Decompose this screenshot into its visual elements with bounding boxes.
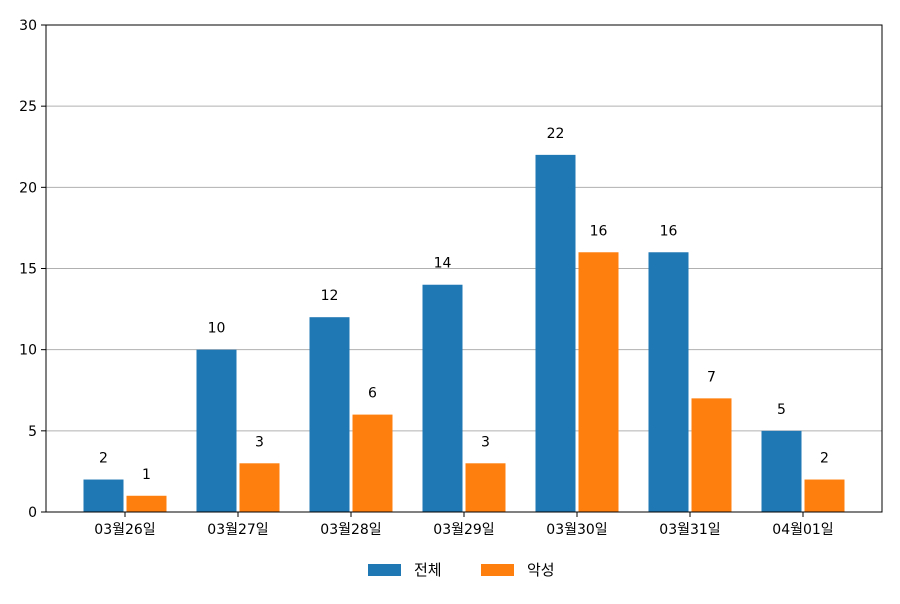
bar-malicious (126, 495, 167, 512)
data-label: 3 (255, 434, 264, 450)
legend-label: 전체 (414, 561, 442, 579)
y-tick-label: 15 (19, 262, 37, 278)
y-tick-label: 25 (19, 99, 37, 115)
x-tick-label: 03월27일 (207, 522, 268, 538)
x-axis: 03월26일 03월27일 03월28일 03월29일 03월30일 03월31일 04월0… (94, 512, 834, 538)
bar-malicious (465, 463, 506, 512)
bar-total (83, 479, 124, 512)
y-axis: 0 5 10 15 20 25 30 (19, 18, 46, 521)
y-tick-label: 20 (19, 180, 37, 196)
bar-malicious (239, 463, 280, 512)
data-label: 2 (820, 451, 829, 467)
x-tick-label: 04월01일 (772, 522, 833, 538)
data-label: 22 (547, 126, 565, 142)
bar-total (309, 317, 350, 512)
legend: 전체 악성 (368, 561, 555, 579)
x-tick-label: 03월31일 (659, 522, 720, 538)
bar-malicious (804, 479, 845, 512)
bar-malicious (578, 252, 619, 512)
data-label: 10 (208, 321, 226, 337)
bar-malicious (352, 414, 393, 512)
data-label: 12 (321, 288, 339, 304)
data-label: 7 (707, 369, 716, 385)
y-tick-label: 30 (19, 18, 37, 34)
data-label: 16 (660, 223, 678, 239)
bar-total (535, 154, 576, 512)
bar-total (196, 349, 237, 512)
x-tick-label: 03월30일 (546, 522, 607, 538)
bar-total (422, 284, 463, 512)
grid-layer (46, 105, 882, 432)
data-label: 6 (368, 386, 377, 402)
bar-total (761, 430, 802, 512)
data-label: 14 (434, 256, 452, 272)
data-label: 3 (481, 434, 490, 450)
legend-swatch (368, 564, 401, 576)
y-tick-label: 5 (28, 424, 37, 440)
y-tick-label: 0 (28, 505, 37, 521)
bar-malicious (691, 398, 732, 512)
data-label: 16 (590, 223, 608, 239)
data-label: 5 (777, 402, 786, 418)
data-label: 2 (99, 451, 108, 467)
data-label: 1 (142, 467, 151, 483)
x-tick-label: 03월28일 (320, 522, 381, 538)
y-tick-label: 10 (19, 343, 37, 359)
bar-total (648, 252, 689, 512)
legend-label: 악성 (527, 561, 555, 579)
x-tick-label: 03월26일 (94, 522, 155, 538)
bars-layer (83, 154, 845, 512)
legend-swatch (481, 564, 514, 576)
x-tick-label: 03월29일 (433, 522, 494, 538)
data-labels-layer: 2 10 12 14 22 16 5 1 3 6 3 16 7 2 (99, 126, 829, 483)
